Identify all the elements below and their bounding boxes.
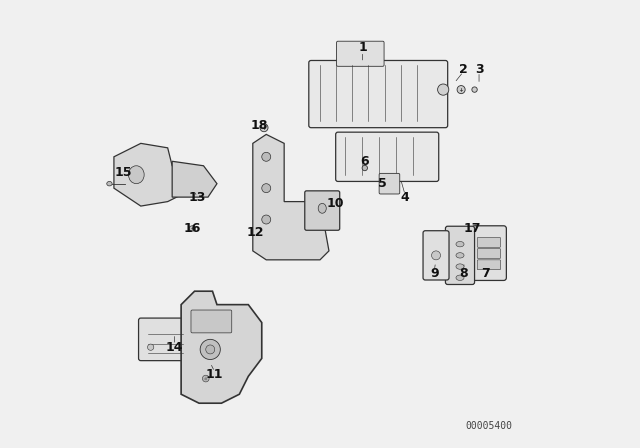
- Ellipse shape: [206, 345, 215, 354]
- Ellipse shape: [200, 340, 220, 359]
- Text: 12: 12: [246, 226, 264, 240]
- FancyBboxPatch shape: [191, 310, 232, 333]
- Ellipse shape: [262, 184, 271, 193]
- FancyBboxPatch shape: [477, 237, 500, 247]
- Text: 16: 16: [184, 222, 201, 235]
- Ellipse shape: [456, 264, 464, 269]
- Ellipse shape: [456, 275, 464, 280]
- FancyBboxPatch shape: [139, 318, 192, 361]
- Ellipse shape: [202, 375, 209, 382]
- Text: 3: 3: [475, 63, 483, 76]
- Ellipse shape: [107, 181, 112, 186]
- FancyBboxPatch shape: [337, 41, 384, 66]
- Text: 13: 13: [188, 190, 205, 204]
- Text: 00005400: 00005400: [466, 421, 513, 431]
- Text: 17: 17: [463, 222, 481, 235]
- Text: 8: 8: [459, 267, 468, 280]
- FancyBboxPatch shape: [472, 226, 506, 280]
- Text: 2: 2: [459, 63, 468, 76]
- Text: 14: 14: [166, 340, 183, 354]
- Ellipse shape: [260, 124, 268, 132]
- Text: 11: 11: [206, 367, 223, 381]
- FancyBboxPatch shape: [477, 260, 500, 270]
- Ellipse shape: [148, 344, 154, 350]
- Ellipse shape: [189, 226, 196, 231]
- Text: 9: 9: [430, 267, 438, 280]
- Ellipse shape: [472, 87, 477, 92]
- FancyBboxPatch shape: [445, 226, 475, 284]
- Ellipse shape: [262, 215, 271, 224]
- Text: 15: 15: [114, 166, 132, 179]
- FancyBboxPatch shape: [423, 231, 449, 280]
- Ellipse shape: [262, 152, 271, 161]
- Text: 7: 7: [481, 267, 490, 280]
- FancyBboxPatch shape: [336, 132, 439, 181]
- Polygon shape: [114, 143, 186, 206]
- Ellipse shape: [129, 166, 144, 184]
- Text: 4: 4: [401, 190, 410, 204]
- Text: 6: 6: [360, 155, 369, 168]
- Text: 10: 10: [327, 197, 344, 211]
- Polygon shape: [172, 161, 217, 197]
- Text: 1: 1: [358, 40, 367, 54]
- Ellipse shape: [318, 203, 326, 213]
- FancyBboxPatch shape: [477, 249, 500, 258]
- Ellipse shape: [456, 253, 464, 258]
- Polygon shape: [253, 134, 329, 260]
- FancyBboxPatch shape: [309, 60, 448, 128]
- Ellipse shape: [456, 241, 464, 247]
- Text: 18: 18: [251, 119, 268, 132]
- FancyBboxPatch shape: [305, 191, 340, 230]
- Text: 5: 5: [378, 177, 387, 190]
- Ellipse shape: [362, 165, 367, 171]
- Ellipse shape: [431, 251, 440, 260]
- Ellipse shape: [457, 86, 465, 94]
- Ellipse shape: [438, 84, 449, 95]
- FancyBboxPatch shape: [379, 173, 400, 194]
- Polygon shape: [181, 291, 262, 403]
